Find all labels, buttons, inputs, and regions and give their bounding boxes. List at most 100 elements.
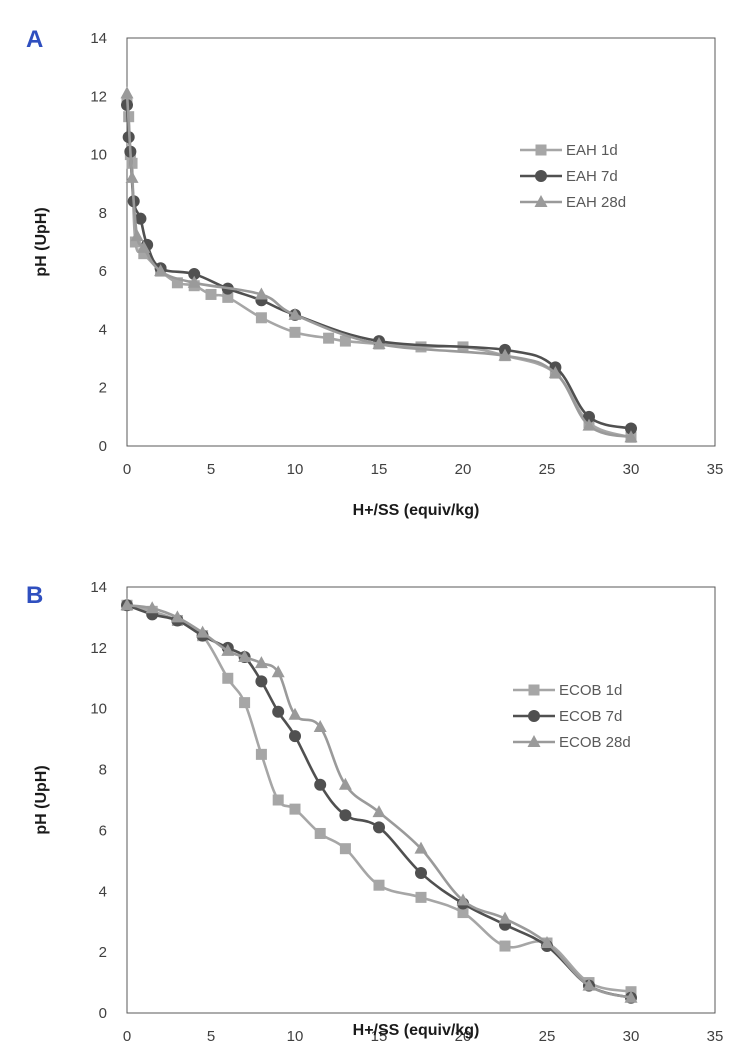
- data-point: [188, 268, 201, 281]
- y-axis-title: pH (UpH): [33, 207, 50, 276]
- data-point: [414, 841, 428, 854]
- data-point: [134, 212, 147, 225]
- series-ecob-28d: [120, 598, 638, 1003]
- y-tick-label: 12: [90, 640, 107, 657]
- legend-label: EAH 1d: [566, 142, 618, 159]
- data-point: [125, 170, 139, 183]
- y-tick-label: 4: [99, 321, 107, 338]
- data-point: [222, 672, 234, 684]
- y-axis-title: pH (UpH): [33, 765, 50, 834]
- series-line: [125, 93, 632, 439]
- y-tick-label: 2: [99, 944, 107, 961]
- legend-label: ECOB 28d: [559, 734, 631, 751]
- data-point: [582, 978, 596, 991]
- x-axis-title: H+/SS (equiv/kg): [353, 1022, 480, 1039]
- data-point: [138, 248, 150, 260]
- data-point: [373, 879, 385, 891]
- x-tick-label: 10: [287, 461, 304, 478]
- data-point: [339, 809, 352, 822]
- data-point: [238, 649, 252, 662]
- legend-marker: [528, 710, 540, 722]
- data-point: [221, 643, 235, 656]
- data-point: [137, 240, 151, 253]
- y-tick-label: 0: [99, 438, 107, 455]
- x-tick-label: 10: [287, 1028, 304, 1043]
- data-point: [372, 805, 386, 818]
- data-point: [323, 332, 335, 344]
- data-point: [129, 236, 141, 248]
- data-point: [339, 335, 351, 347]
- data-point: [272, 794, 284, 806]
- series-eah-1d: [121, 96, 637, 443]
- x-axis-title: H+/SS (equiv/kg): [353, 502, 480, 519]
- data-point: [255, 312, 267, 324]
- data-point: [289, 803, 301, 815]
- y-tick-label: 14: [90, 30, 107, 47]
- x-tick-label: 25: [539, 1028, 556, 1043]
- data-point: [289, 730, 301, 743]
- data-point: [222, 291, 234, 303]
- data-point: [130, 229, 144, 242]
- data-point: [339, 843, 351, 855]
- data-point: [498, 348, 512, 361]
- x-tick-label: 5: [207, 461, 215, 478]
- data-point: [120, 86, 134, 99]
- legend-marker: [535, 170, 547, 182]
- legend-label: EAH 7d: [566, 168, 618, 185]
- data-point: [415, 891, 427, 903]
- y-tick-label: 10: [90, 147, 107, 164]
- y-tick-label: 10: [90, 701, 107, 718]
- data-point: [456, 893, 470, 906]
- data-point: [338, 777, 352, 790]
- data-point: [196, 625, 210, 638]
- series-eah-28d: [120, 86, 638, 443]
- x-tick-label: 0: [123, 461, 131, 478]
- legend-label: EAH 28d: [566, 194, 626, 211]
- data-point: [271, 665, 285, 678]
- data-point: [582, 418, 596, 431]
- panel-b-chart: B 0 2 4 6 8 10 12 14 0 5 10 15 20 25 30 35 pH (UpH) H+/SS …: [26, 579, 723, 1043]
- data-point: [120, 598, 134, 611]
- x-tick-label: 20: [455, 461, 472, 478]
- data-point: [239, 697, 251, 709]
- data-point: [171, 277, 183, 289]
- x-tick-label: 35: [707, 461, 724, 478]
- x-tick-label: 20: [455, 1028, 472, 1043]
- y-tick-label: 0: [99, 1005, 107, 1022]
- x-tick-label: 25: [539, 461, 556, 478]
- data-point: [415, 341, 427, 353]
- y-tick-label: 6: [99, 822, 107, 839]
- data-point: [624, 430, 638, 443]
- legend-marker: [534, 195, 548, 207]
- data-point: [154, 264, 168, 277]
- data-point: [255, 748, 267, 760]
- panel-label: B: [26, 582, 43, 609]
- y-tick-label: 6: [99, 263, 107, 280]
- y-tick-label: 4: [99, 883, 107, 900]
- data-point: [254, 287, 268, 300]
- series-ecob-7d: [121, 599, 637, 1004]
- panel-label: A: [26, 26, 43, 53]
- legend-label: ECOB 7d: [559, 708, 622, 725]
- data-point: [170, 610, 184, 623]
- data-point: [625, 422, 637, 435]
- data-point: [372, 337, 386, 349]
- legend-marker: [535, 144, 547, 156]
- data-point: [145, 601, 159, 614]
- plot-area-frame: [126, 586, 716, 1014]
- data-point: [313, 719, 327, 732]
- data-point: [583, 410, 595, 423]
- plot-area-frame: [126, 37, 716, 447]
- x-tick-label: 5: [207, 1028, 215, 1043]
- data-point: [457, 907, 469, 919]
- x-tick-label: 35: [707, 1028, 724, 1043]
- data-point: [254, 656, 268, 669]
- legend-label: ECOB 1d: [559, 682, 622, 699]
- series-ecob-1d: [121, 599, 637, 998]
- x-tick-label: 30: [623, 461, 640, 478]
- data-point: [289, 326, 301, 338]
- data-point: [314, 778, 327, 791]
- data-point: [314, 827, 326, 839]
- x-tick-label: 0: [123, 1028, 131, 1043]
